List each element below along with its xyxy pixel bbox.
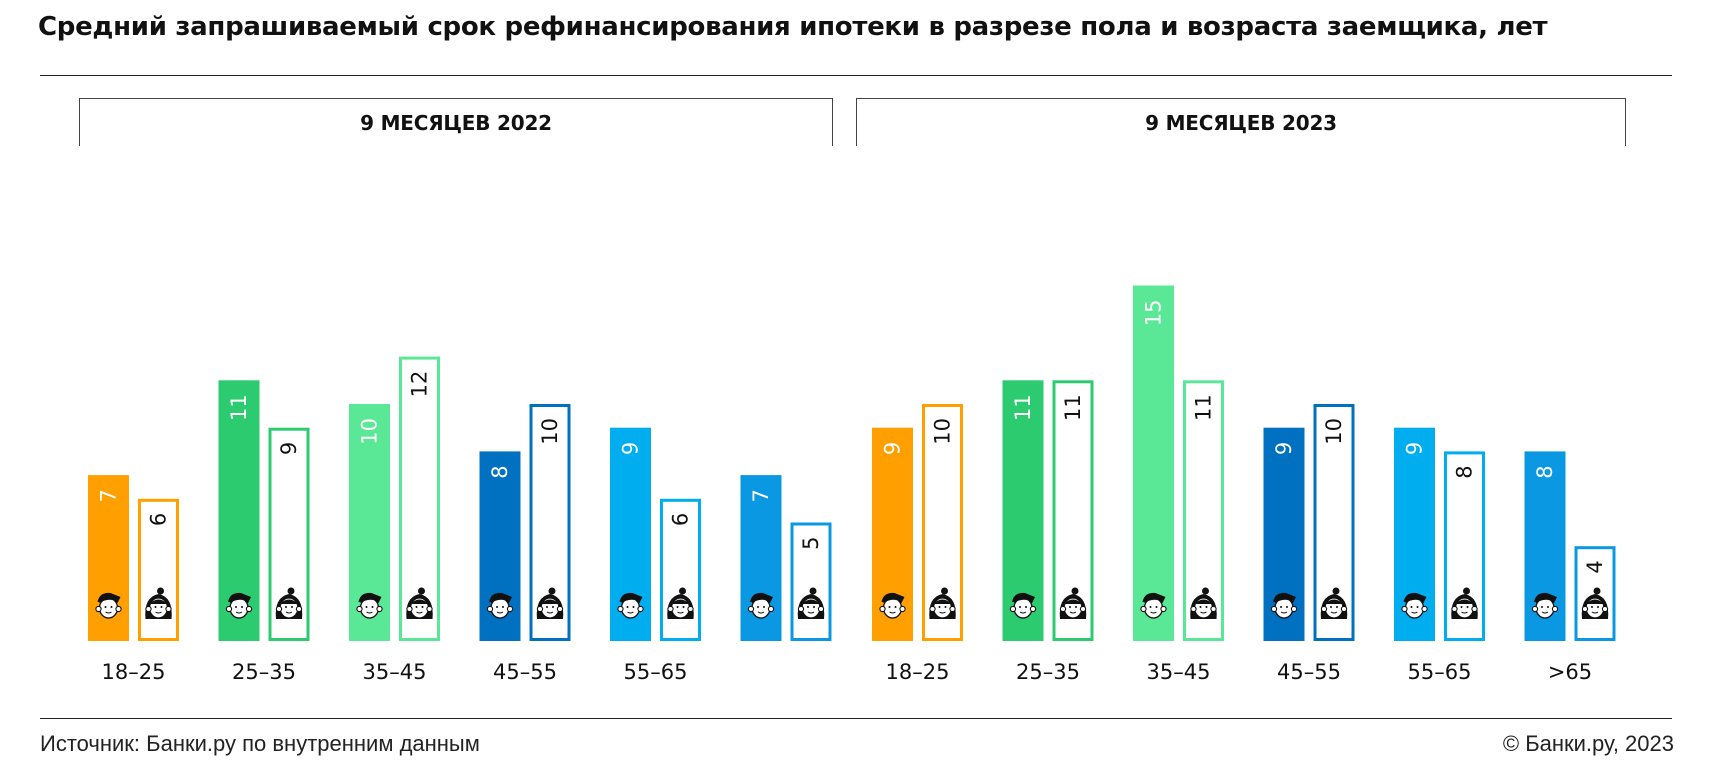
bar-group: 10 12 35–45: [349, 356, 440, 684]
data-label: 10: [1322, 418, 1346, 445]
female-avatar-icon: [1320, 587, 1348, 619]
bar-group: 7 6 18–25: [88, 475, 179, 684]
bar-group: 9 10 18–25: [872, 404, 963, 684]
bar-group: 8 4 >65: [1524, 451, 1616, 684]
female-avatar-icon: [406, 587, 433, 619]
data-label: 7: [749, 489, 773, 502]
female-avatar-icon: [1581, 587, 1609, 619]
bar-group: 15 11 35–45: [1133, 285, 1224, 684]
data-label: 9: [1272, 442, 1296, 455]
female-avatar-icon: [797, 587, 825, 619]
male-avatar-icon: [225, 592, 253, 619]
data-label: 10: [931, 418, 955, 445]
male-avatar-icon: [1531, 592, 1559, 619]
male-avatar-icon: [879, 592, 906, 619]
bar-chart: 7 6 18–25 11 9 25–35 10 12 35–45 8 10 45–55 9 6 55–65 7…: [88, 285, 1616, 684]
data-label: 6: [147, 513, 171, 526]
data-label: 12: [408, 371, 432, 398]
data-label: 8: [1453, 465, 1477, 478]
data-label: 11: [1011, 394, 1035, 421]
female-avatar-icon: [929, 587, 956, 619]
category-label: 45–55: [1277, 660, 1341, 684]
male-avatar-icon: [1009, 592, 1037, 619]
male-avatar-icon: [95, 592, 122, 619]
data-label: 5: [799, 537, 823, 550]
data-label: 8: [488, 465, 512, 478]
data-label: 11: [1192, 394, 1216, 421]
category-label: 25–35: [1016, 660, 1080, 684]
female-avatar-icon: [1451, 587, 1478, 619]
category-label: 45–55: [493, 660, 557, 684]
male-avatar-icon: [486, 592, 514, 619]
bar-group: 8 10 45–55: [479, 404, 571, 684]
chart-title: Средний запрашиваемый срок рефинансирова…: [38, 12, 1548, 42]
data-label: 10: [538, 418, 562, 445]
data-label: 9: [619, 442, 643, 455]
bar-female: [1052, 380, 1094, 641]
male-avatar-icon: [1401, 592, 1428, 619]
male-avatar-icon: [1270, 592, 1298, 619]
top-divider: [40, 75, 1672, 76]
female-avatar-icon: [1190, 587, 1217, 619]
female-avatar-icon: [667, 587, 694, 619]
male-avatar-icon: [617, 592, 644, 619]
data-label: 11: [227, 394, 251, 421]
bottom-divider: [40, 718, 1672, 719]
data-label: 15: [1142, 300, 1166, 327]
data-label: 9: [277, 442, 301, 455]
bar-group: 9 8 55–65: [1394, 427, 1485, 684]
panel-label-2022: 9 МЕСЯЦЕВ 2022: [360, 110, 552, 135]
data-label: 10: [358, 418, 382, 445]
category-label: 35–45: [363, 660, 427, 684]
data-label: 7: [97, 489, 121, 502]
copyright-note: © Банки.ру, 2023: [1502, 731, 1674, 756]
source-note: Источник: Банки.ру по внутренним данным: [40, 731, 480, 756]
data-label: 4: [1583, 560, 1607, 573]
category-label: 18–25: [886, 660, 950, 684]
data-label: 9: [881, 442, 905, 455]
data-label: 8: [1533, 465, 1557, 478]
category-label: >65: [1548, 660, 1592, 684]
male-avatar-icon: [1140, 592, 1167, 619]
panel-header-2022: 9 МЕСЯЦЕВ 2022: [79, 98, 833, 146]
panel-header-2023: 9 МЕСЯЦЕВ 2023: [856, 98, 1626, 146]
bar-group: 11 11 25–35: [1002, 380, 1094, 684]
female-avatar-icon: [145, 587, 172, 619]
male-avatar-icon: [747, 592, 775, 619]
panel-label-2023: 9 МЕСЯЦЕВ 2023: [1145, 110, 1337, 135]
female-avatar-icon: [275, 587, 303, 619]
category-label: 35–45: [1147, 660, 1211, 684]
data-label: 11: [1061, 394, 1085, 421]
category-label: 18–25: [102, 660, 166, 684]
category-label: 55–65: [1408, 660, 1472, 684]
data-label: 9: [1403, 442, 1427, 455]
category-label: 55–65: [624, 660, 688, 684]
category-label: 25–35: [232, 660, 296, 684]
bar-group: 11 9 25–35: [218, 380, 310, 684]
female-avatar-icon: [536, 587, 564, 619]
bar-group: 75: [740, 475, 832, 641]
bar-group: 9 10 45–55: [1263, 404, 1355, 684]
female-avatar-icon: [1059, 587, 1087, 619]
bar-male: [1133, 285, 1174, 641]
bar-group: 9 6 55–65: [610, 427, 701, 684]
data-label: 6: [669, 513, 693, 526]
male-avatar-icon: [356, 592, 383, 619]
bar-female: [790, 522, 832, 641]
